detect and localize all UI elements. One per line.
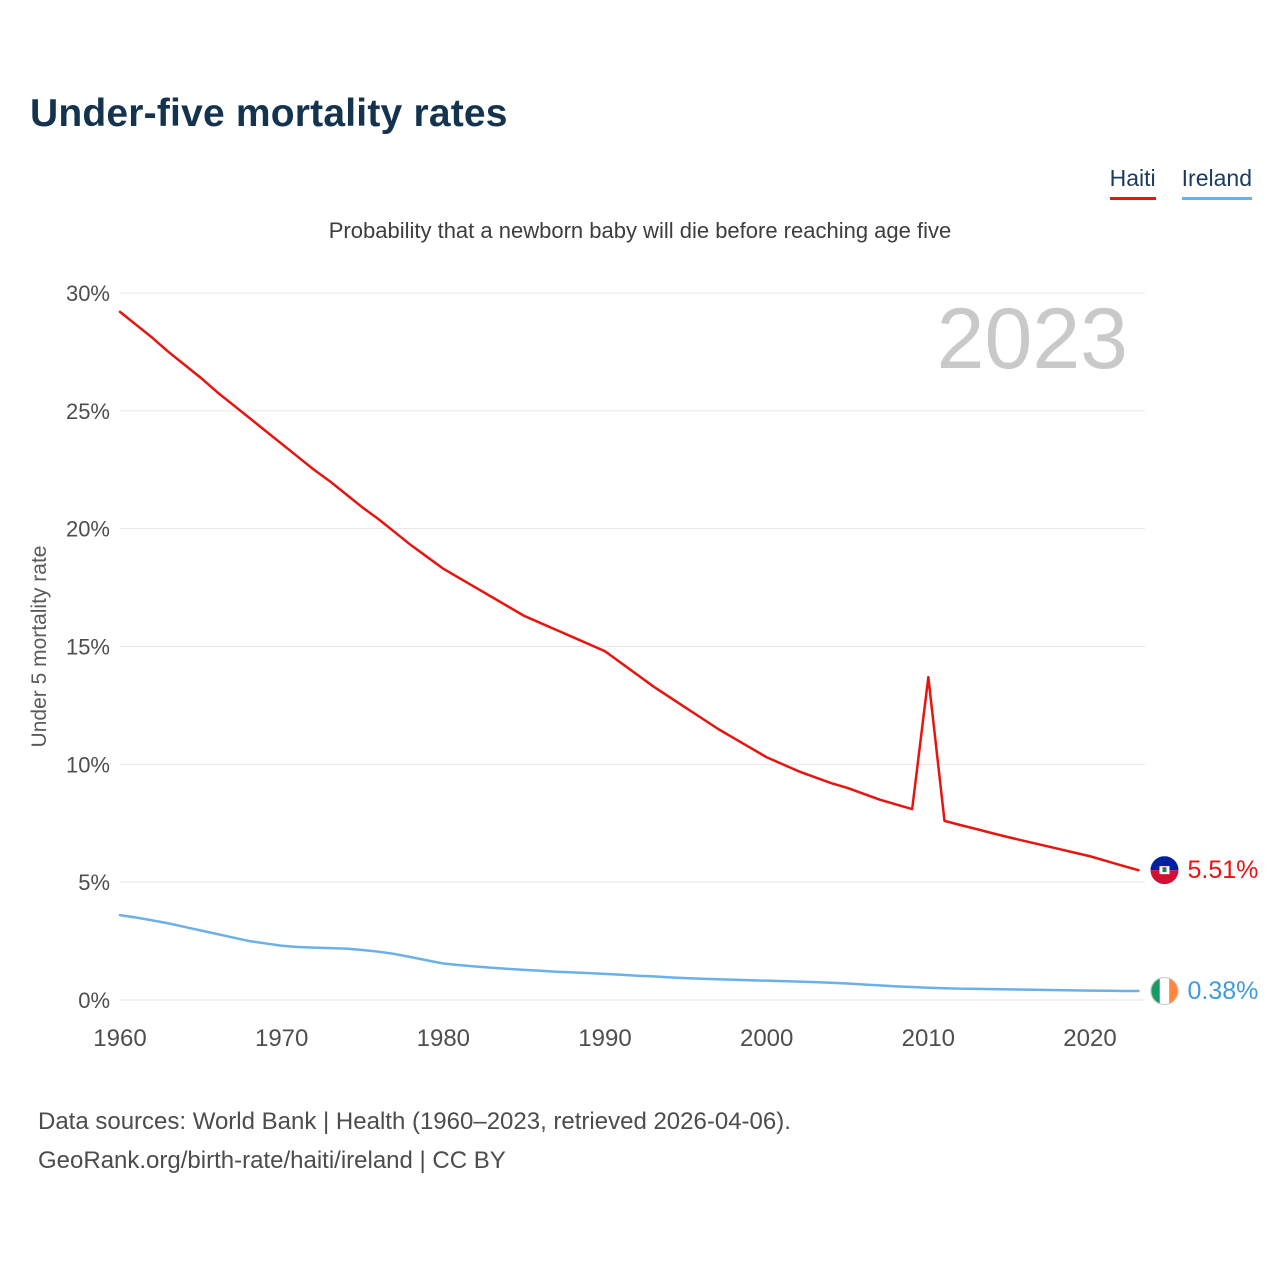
- legend-item-ireland[interactable]: Ireland: [1181, 165, 1252, 200]
- ireland-line: [118, 913, 1140, 993]
- chart-subtitle: Probability that a newborn baby will die…: [328, 218, 952, 243]
- haiti-end-value-label: 5.51%: [1188, 856, 1259, 884]
- footer-attribution: GeoRank.org/birth-rate/haiti/ireland | C…: [38, 1147, 506, 1174]
- x-tick-label: 1960: [93, 1025, 146, 1052]
- x-tick-label: 1980: [417, 1025, 470, 1052]
- legend-item-haiti[interactable]: Haiti: [1109, 165, 1156, 200]
- y-axis-title: Under 5 mortality rate: [28, 546, 51, 748]
- ireland-end-value-label: 0.38%: [1188, 977, 1259, 1005]
- haiti-line: [118, 310, 1140, 872]
- footer-data-sources: Data sources: World Bank | Health (1960–…: [38, 1108, 791, 1135]
- footer: Data sources: World Bank | Health (1960–…: [38, 1102, 791, 1180]
- ireland-flag-icon: [1150, 977, 1179, 1006]
- y-tick-label: 5%: [78, 870, 110, 895]
- y-tick-label: 30%: [66, 281, 110, 306]
- y-tick-label: 10%: [66, 752, 110, 777]
- y-tick-label: 15%: [66, 635, 110, 660]
- x-tick-label: 1970: [255, 1025, 308, 1052]
- mortality-line-chart: 2023 0% 5% 10% 15% 20% 25% 30% 1960 1970 1980 1990 2…: [28, 281, 1259, 1052]
- legend: Haiti Ireland: [1109, 165, 1252, 200]
- x-tick-label: 2010: [902, 1025, 955, 1052]
- haiti-flag-icon: [1150, 856, 1179, 885]
- y-tick-label: 20%: [66, 517, 110, 542]
- y-tick-label: 0%: [78, 988, 110, 1013]
- chart-area: 2023 0% 5% 10% 15% 20% 25% 30% 1960 1970 1980 1990 2…: [0, 260, 1280, 1070]
- watermark-year: 2023: [937, 291, 1128, 387]
- x-tick-label: 2020: [1063, 1025, 1116, 1052]
- x-tick-label: 1990: [578, 1025, 631, 1052]
- x-tick-label: 2000: [740, 1025, 793, 1052]
- page-title: Under-five mortality rates: [30, 92, 508, 135]
- y-tick-label: 25%: [66, 399, 110, 424]
